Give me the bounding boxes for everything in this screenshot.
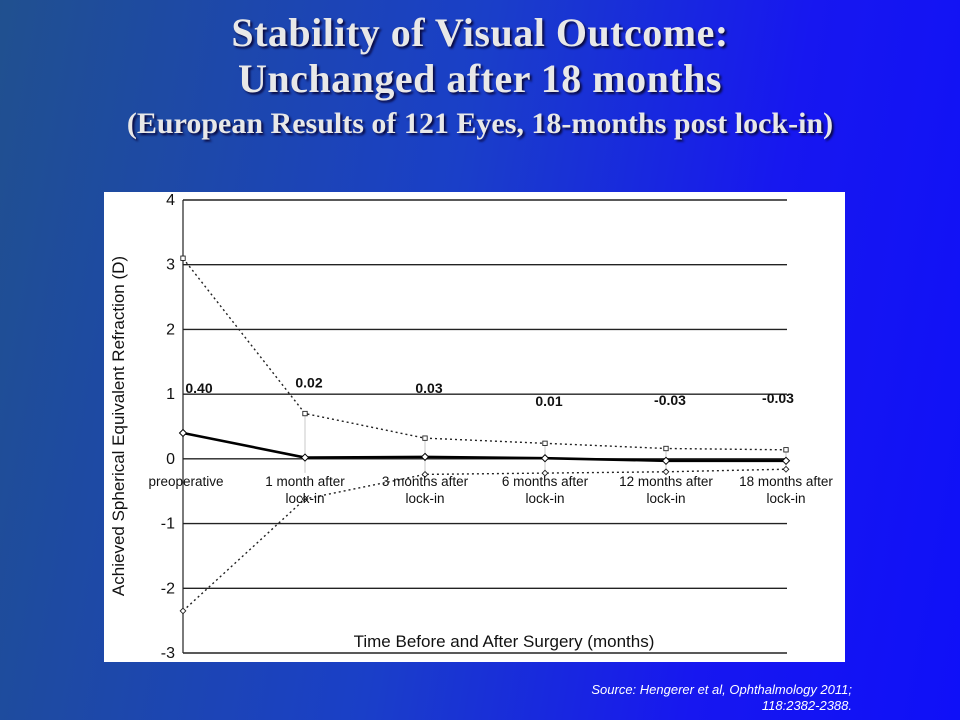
data-point-lower (301, 495, 309, 503)
x-tick-label: 1 month after (265, 474, 345, 489)
data-point-mean (781, 456, 791, 466)
x-tick-label: 18 months after (739, 474, 833, 489)
data-label: 0.03 (415, 380, 442, 396)
data-point-upper (663, 445, 669, 452)
data-point-upper (302, 410, 308, 417)
y-tick-label: -3 (161, 645, 175, 662)
x-tick-label: 12 months after (619, 474, 713, 489)
title-line-2: Unchanged after 18 months (237, 56, 722, 101)
x-tick-label: preoperative (148, 474, 223, 489)
x-tick-label: lock-in (285, 491, 324, 506)
data-point-lower (662, 468, 670, 476)
data-label: 0.01 (535, 393, 562, 409)
data-label: 0.02 (295, 375, 322, 391)
x-tick-label: 3 months after (382, 474, 469, 489)
y-tick-label: 4 (166, 192, 175, 209)
grid-lines (183, 199, 787, 654)
title-line-1: Stability of Visual Outcome: (231, 10, 729, 55)
slide-title: Stability of Visual Outcome: Unchanged a… (0, 10, 960, 144)
data-point-upper (542, 440, 548, 446)
data-point-mean (300, 453, 310, 462)
source-line-1: Source: Hengerer et al, Ophthalmology 20… (591, 682, 852, 697)
x-tick-label: lock-in (525, 491, 564, 506)
data-point-lower (782, 465, 790, 473)
x-tick-label: lock-in (766, 491, 805, 506)
data-label: -0.03 (654, 392, 686, 408)
y-tick-label: 2 (166, 321, 175, 338)
y-tick-label: 0 (166, 451, 175, 468)
data-point-upper (783, 447, 789, 453)
data-point-mean (178, 428, 188, 438)
series (178, 255, 791, 615)
data-label: 0.40 (185, 380, 212, 396)
y-tick-label: 1 (166, 386, 175, 403)
labels: 4 3 2 1 0 -1 -2 -3 0.40 0.02 0.03 0.01 -0.03 -0.03 pre… (109, 192, 833, 662)
y-tick-label: 3 (166, 257, 175, 274)
data-label: -0.03 (762, 390, 794, 406)
data-point-upper (422, 435, 428, 441)
data-point-upper (180, 255, 186, 261)
source-line-2: 118:2382-2388. (761, 698, 852, 713)
series-line-mean (182, 431, 786, 463)
data-point-lower (421, 470, 429, 478)
data-point-mean (420, 452, 430, 462)
data-point-mean (661, 456, 671, 466)
source-citation: Source: Hengerer et al, Ophthalmology 20… (500, 682, 852, 714)
series-line-lower (182, 468, 787, 612)
y-axis-title: Achieved Spherical Equivalent Refraction… (109, 256, 128, 596)
data-point-lower (541, 469, 549, 477)
title-line-3: (European Results of 121 Eyes, 18-months… (126, 107, 834, 140)
series-line-upper (182, 257, 787, 451)
x-tick-label: lock-in (405, 491, 444, 506)
x-tick-label: lock-in (646, 491, 685, 506)
y-tick-label: -1 (161, 516, 175, 533)
data-point-mean (540, 454, 550, 463)
data-point-lower (179, 607, 187, 615)
chart-panel: 4 3 2 1 0 -1 -2 -3 0.40 0.02 0.03 0.01 -0.03 -0.03 pre… (104, 192, 845, 662)
y-tick-label: -2 (161, 580, 175, 597)
refraction-chart: 4 3 2 1 0 -1 -2 -3 0.40 0.02 0.03 0.01 -0.03 -0.03 pre… (109, 192, 833, 662)
x-axis-title: Time Before and After Surgery (months) (354, 632, 655, 651)
x-tick-label: 6 months after (502, 474, 589, 489)
